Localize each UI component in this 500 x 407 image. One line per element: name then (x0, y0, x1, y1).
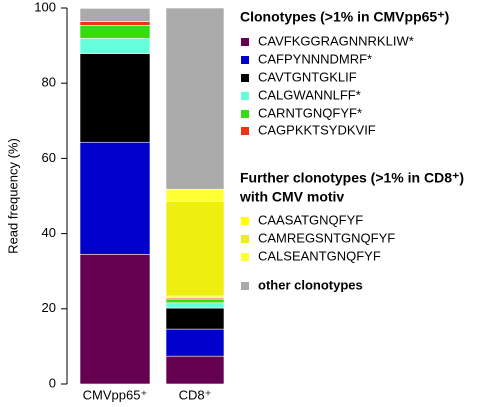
legend-swatch (241, 253, 249, 261)
bar-segment (165, 7, 225, 190)
legend-label: CARNTGNQFYF* (258, 105, 362, 120)
legend-swatch (241, 74, 249, 82)
bar-segment (165, 328, 225, 357)
y-tick-label: 0 (49, 375, 56, 390)
legend-swatch (241, 217, 249, 225)
bar-segment (165, 302, 225, 309)
legend-swatch (241, 56, 249, 64)
y-tick-label: 60 (42, 150, 56, 165)
bar-segment (79, 8, 151, 22)
legend-swatch (241, 282, 249, 290)
legend-label: CAASATGNQFYF (258, 212, 363, 227)
legend-label: CAFPYNNNDMRF* (258, 51, 372, 66)
bar-segment (79, 38, 151, 54)
bar-segment (79, 24, 151, 39)
y-tick-label: 80 (42, 75, 56, 90)
bar-segment (79, 141, 151, 255)
legend-label: other clonotypes (258, 277, 363, 292)
legend-label: CAMREGSNTGNQFYF (258, 230, 395, 245)
legend-label: CAVFKGGRAGNNRKLIW* (258, 33, 414, 48)
bar-segment (165, 200, 225, 297)
bar-segment (165, 188, 225, 202)
x-tick-label: CMVpp65⁺ (83, 387, 148, 402)
bar-segment (79, 53, 151, 143)
y-tick-label: 40 (42, 225, 56, 240)
legend-label: CAGPKKTSYDKVIF (258, 122, 376, 137)
legend-label: CALSEANTGNQFYF (258, 248, 381, 263)
y-axis-label: Read frequency (%) (5, 138, 20, 254)
legend-label: CALGWANNLFF* (258, 87, 361, 102)
legend-label: CAVTGNTGKLIF (258, 69, 357, 84)
legend-header: Further clonotypes (>1% in CD8⁺) (240, 170, 464, 186)
legend-swatch (241, 92, 249, 100)
legend-header: Clonotypes (>1% in CMVpp65⁺) (240, 9, 449, 25)
legend-swatch (241, 127, 249, 135)
bar-segment (165, 298, 225, 304)
bar-segment (165, 307, 225, 330)
bar-segment (79, 21, 151, 26)
legend-header: with CMV motiv (239, 189, 344, 205)
y-tick-label: 100 (34, 0, 56, 14)
x-tick-label: CD8⁺ (179, 387, 212, 402)
bar-segment (165, 355, 225, 385)
legend-swatch (241, 235, 249, 243)
legend-swatch (241, 38, 249, 46)
bar-segment (79, 253, 151, 385)
legend-swatch (241, 110, 249, 118)
y-tick-label: 20 (42, 300, 56, 315)
